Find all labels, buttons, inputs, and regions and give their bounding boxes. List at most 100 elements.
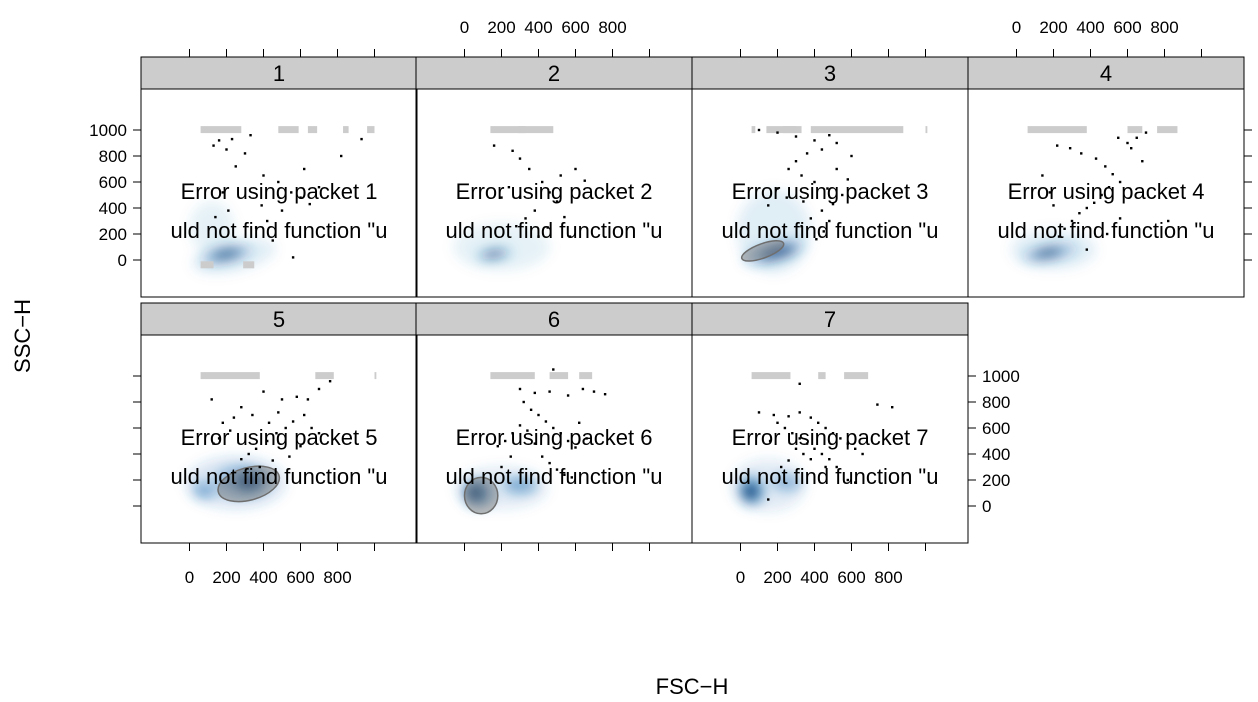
data-point: [504, 439, 507, 443]
error-text-line-1: Error using packet 7: [732, 425, 929, 450]
data-point: [815, 238, 818, 241]
data-point: [1056, 144, 1059, 147]
data-point: [563, 215, 566, 219]
data-point: [537, 235, 540, 238]
data-point: [891, 406, 894, 409]
data-point: [299, 196, 302, 199]
data-point: [271, 239, 274, 242]
data-point: [518, 196, 522, 199]
boundary-marker: [766, 126, 796, 134]
x-tick-label: 400: [800, 568, 828, 587]
boundary-marker: [783, 126, 802, 134]
panel-3: 3 Error using packet 3 uld not find functi…: [691, 56, 969, 298]
data-point: [288, 455, 291, 458]
data-point: [809, 217, 812, 220]
boundary-marker: [243, 261, 255, 269]
boundary-marker: [810, 126, 904, 134]
density-blob: [743, 483, 759, 500]
data-point: [511, 149, 514, 152]
data-point: [1094, 157, 1098, 160]
boundary-marker: [315, 372, 334, 380]
data-point: [1167, 219, 1170, 223]
data-point: [841, 193, 844, 197]
data-point: [603, 393, 607, 396]
data-point: [210, 398, 213, 401]
data-point: [533, 209, 536, 212]
panel-plot-area: Error using packet 3 uld not find functio…: [722, 126, 938, 273]
data-point: [310, 426, 313, 430]
data-point: [232, 416, 236, 419]
data-point: [284, 426, 287, 430]
panel-strip-label: 1: [273, 61, 285, 86]
x-axis-bottom: 0 200 400 600 800: [736, 543, 926, 587]
panel-strip: [967, 56, 1245, 90]
data-point: [1107, 186, 1111, 189]
data-point: [757, 128, 761, 132]
y-tick-label: 200: [982, 471, 1010, 490]
data-point: [518, 387, 522, 391]
density-blob: [484, 250, 505, 258]
boundary-marker: [818, 372, 826, 380]
x-tick-label: 0: [185, 568, 194, 587]
data-point: [1130, 147, 1133, 150]
x-tick-label: 200: [212, 568, 240, 587]
boundary-marker: [925, 126, 928, 134]
data-point: [1144, 131, 1148, 134]
data-point: [277, 411, 280, 414]
panel-border: [140, 88, 418, 298]
data-point: [850, 154, 853, 158]
data-point: [271, 459, 274, 462]
x-tick-label: 0: [1012, 18, 1021, 37]
data-point: [861, 452, 864, 456]
data-point: [496, 445, 499, 448]
data-point: [787, 167, 790, 171]
data-point: [1057, 235, 1061, 238]
data-point: [1126, 141, 1129, 145]
x-axis-title: FSC−H: [656, 674, 729, 699]
boundary-marker: [751, 372, 791, 380]
data-point: [787, 459, 790, 462]
data-point: [1063, 227, 1066, 230]
data-point: [328, 380, 332, 383]
data-point: [254, 447, 258, 450]
x-tick-label: 200: [1039, 18, 1067, 37]
data-point: [566, 394, 570, 397]
data-point: [515, 225, 518, 228]
y-axis-right: [1244, 129, 1252, 261]
data-point: [585, 437, 588, 440]
data-point: [290, 191, 293, 194]
data-point: [813, 139, 816, 142]
data-point: [511, 432, 514, 435]
data-point: [524, 217, 527, 220]
x-tick-label: 800: [323, 568, 351, 587]
x-axis-bottom: 0 200 400 600 800: [185, 543, 375, 587]
gate-ellipse: [217, 465, 281, 503]
boundary-marker: [200, 126, 242, 134]
data-point: [230, 137, 234, 141]
data-point: [541, 455, 544, 458]
y-axis-left: 0 200 400 600 800 1000: [89, 121, 141, 270]
data-point: [828, 134, 831, 137]
data-point: [854, 447, 857, 450]
y-axis-left: [133, 375, 141, 507]
data-point: [1085, 248, 1088, 251]
boundary-marker: [518, 126, 554, 134]
data-point: [805, 152, 809, 155]
gate-ellipse: [463, 476, 499, 515]
data-point: [303, 413, 306, 417]
data-point: [794, 135, 798, 138]
data-point: [794, 160, 798, 163]
data-point: [1078, 212, 1081, 215]
data-point: [500, 196, 503, 199]
panel-strip: [415, 302, 693, 336]
density-blob: [503, 477, 537, 494]
data-point: [533, 442, 536, 445]
density-blob: [189, 201, 234, 254]
x-tick-label: 600: [286, 568, 314, 587]
data-point: [824, 465, 827, 469]
data-point: [1135, 136, 1138, 139]
panel-4: 4 Error using packet 4 uld not find functi…: [967, 56, 1245, 298]
data-point: [317, 186, 321, 189]
data-point: [563, 473, 566, 476]
data-point: [802, 200, 805, 203]
